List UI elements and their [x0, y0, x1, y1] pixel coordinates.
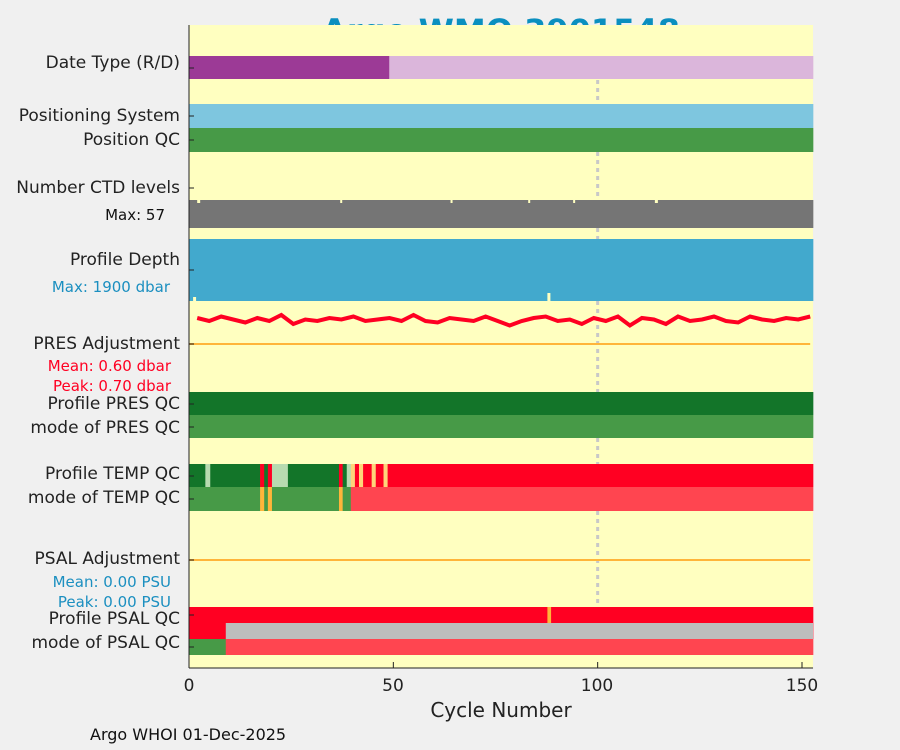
qc-segment [363, 464, 372, 487]
qc-segment [267, 464, 273, 487]
x-tick-label: 50 [382, 676, 404, 696]
qc-segment [387, 464, 814, 487]
row-label-mode-pres-qc: mode of PRES QC [30, 418, 180, 438]
x-axis-label: Cycle Number [430, 698, 572, 722]
qc-segment [189, 415, 814, 438]
depth-max-note: Max: 1900 dbar [51, 278, 170, 296]
x-tick-label: 150 [785, 676, 819, 696]
qc-segment [342, 487, 352, 511]
ctd-gap [528, 200, 531, 203]
row-label-position-qc: Position QC [83, 130, 180, 150]
row-label-ctd-levels: Number CTD levels [16, 178, 180, 198]
pres-adjustment-line [196, 312, 811, 328]
qc-segment [189, 392, 814, 415]
pres-mean: Mean: 0.60 dbar [47, 357, 171, 375]
row-label-profile-pres-qc: Profile PRES QC [47, 394, 180, 414]
qc-segment [383, 464, 388, 487]
qc-segment [375, 464, 384, 487]
qc-segment [338, 487, 343, 511]
qc-segment [189, 200, 814, 228]
psal-qc-secondary [225, 623, 814, 639]
qc-segment [264, 487, 269, 511]
qc-segment [371, 464, 377, 487]
x-tick-label: 100 [580, 676, 614, 696]
qc-segment [271, 464, 289, 487]
qc-segment [267, 487, 273, 511]
row-label-pres-adjustment: PRES Adjustment [33, 334, 180, 354]
qc-segment [389, 56, 814, 79]
qc-segment [271, 487, 340, 511]
qc-segment [342, 464, 348, 487]
row-label-positioning-system: Positioning System [18, 106, 180, 126]
qc-segment [189, 56, 390, 79]
qc-segment [354, 464, 360, 487]
ctd-gap [197, 200, 201, 203]
qc-segment [350, 464, 356, 487]
qc-segment [260, 464, 265, 487]
row-label-profile-depth: Profile Depth [69, 250, 180, 270]
qc-segment [205, 464, 211, 487]
qc-segment [189, 487, 261, 511]
qc-segment [359, 464, 364, 487]
qc-segment [189, 464, 206, 487]
qc-segment [189, 239, 814, 301]
depth-gap [193, 297, 197, 301]
qc-segment [189, 128, 814, 152]
depth-gap [547, 293, 551, 301]
qc-segment [338, 464, 343, 487]
qc-segment [189, 639, 227, 655]
ctd-gap [340, 200, 343, 203]
qc-segment [189, 104, 814, 128]
ctd-max-note: Max: 57 [105, 206, 165, 224]
qc-segment [287, 464, 340, 487]
row-label-mode-psal-qc: mode of PSAL QC [31, 633, 180, 653]
ctd-gap [654, 200, 658, 203]
row-label-profile-psal-qc: Profile PSAL QC [48, 609, 180, 629]
footer-credit: Argo WHOI 01-Dec-2025 [90, 725, 287, 744]
x-tick-label: 0 [183, 676, 195, 696]
qc-segment [350, 487, 814, 511]
psal-peak: Peak: 0.00 PSU [57, 593, 171, 611]
psal-mean: Mean: 0.00 PSU [52, 573, 171, 591]
row-label-mode-temp-qc: mode of TEMP QC [27, 488, 180, 508]
row-label-date-type: Date Type (R/D) [45, 53, 180, 73]
qc-segment [210, 464, 261, 487]
pres-peak: Peak: 0.70 dbar [52, 377, 171, 395]
qc-segment [264, 464, 269, 487]
ctd-gap [573, 200, 576, 203]
row-label-psal-adjustment: PSAL Adjustment [34, 549, 180, 569]
qc-segment [225, 639, 814, 655]
qc-segment [260, 487, 265, 511]
qc-segment [346, 464, 352, 487]
ctd-gap [450, 200, 453, 203]
row-label-profile-temp-qc: Profile TEMP QC [45, 464, 180, 484]
